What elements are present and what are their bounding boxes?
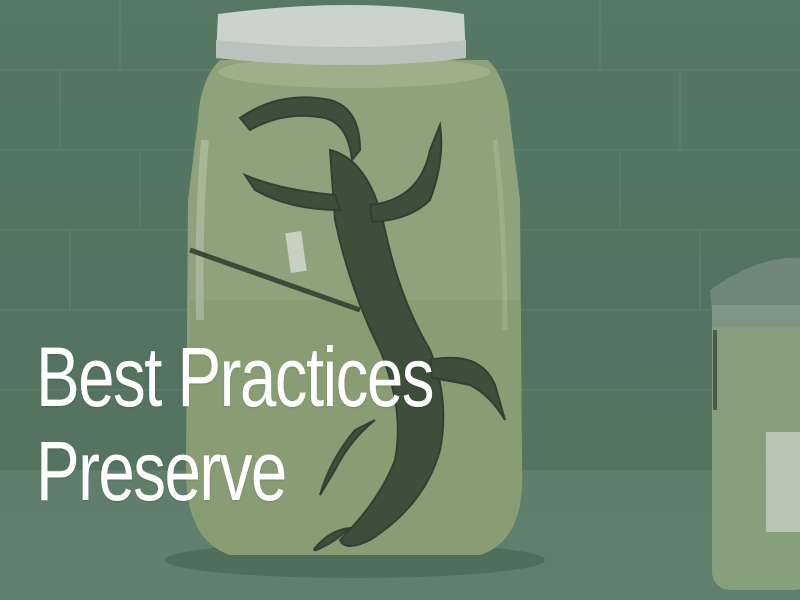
lizard-specimen — [189, 96, 506, 552]
headline-line-1: Best Practices — [36, 330, 434, 424]
second-jar — [710, 257, 800, 590]
specimen-tag — [285, 231, 307, 273]
overlay-headline: Best Practices Preserve — [36, 330, 504, 518]
headline-line-2: Preserve — [36, 424, 287, 518]
jar-lid — [216, 5, 466, 65]
